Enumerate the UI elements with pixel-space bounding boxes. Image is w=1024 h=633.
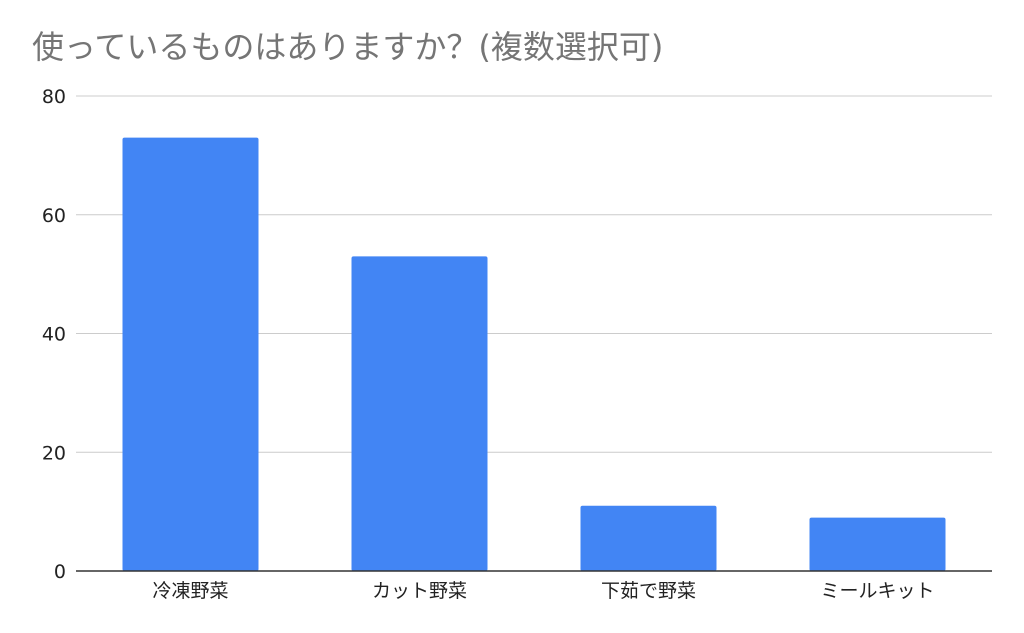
x-category-label: ミールキット	[820, 580, 934, 602]
x-category-label: カット野菜	[372, 580, 467, 602]
y-tick-label: 80	[42, 86, 66, 108]
x-category-label: 下茹で野菜	[601, 580, 696, 602]
bar	[122, 137, 259, 571]
y-tick-label: 40	[42, 324, 66, 346]
axis-labels: 0 20 40 60 80 冷凍野菜 カット野菜 下茹で野菜 ミールキット	[42, 86, 935, 602]
chart-title: 使っているものはありますか？(複数選択可)	[32, 28, 664, 66]
y-tick-label: 0	[54, 561, 66, 583]
y-tick-label: 60	[42, 205, 66, 227]
y-tick-label: 20	[42, 442, 66, 464]
bar	[580, 505, 717, 571]
bar	[809, 517, 946, 571]
bar	[351, 256, 488, 571]
bars	[122, 137, 946, 571]
x-category-label: 冷凍野菜	[152, 580, 228, 602]
